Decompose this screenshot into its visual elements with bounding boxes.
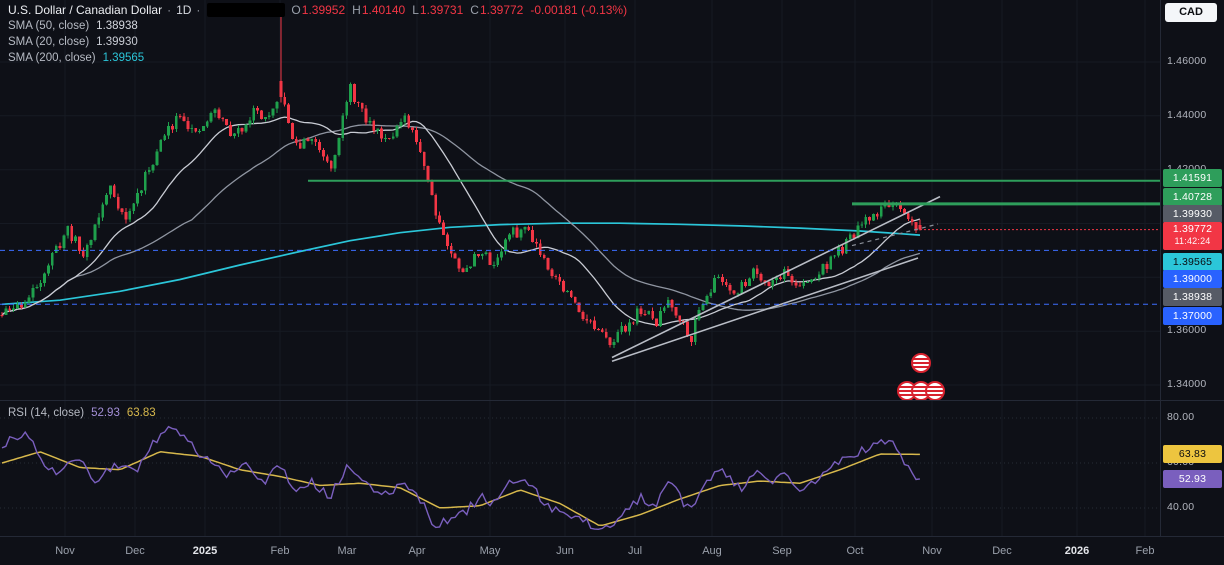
time-axis-label: Nov <box>55 545 75 557</box>
time-axis-label: Sep <box>772 545 792 557</box>
price-badge-cyan[interactable]: 1.39565 <box>1163 253 1222 271</box>
trendline <box>611 195 941 359</box>
grid-layer <box>0 0 1160 536</box>
sma200-value: 1.39565 <box>102 52 145 64</box>
sma20-value: 1.39930 <box>96 36 138 48</box>
time-axis-label: Feb <box>270 545 290 557</box>
time-axis-label: Mar <box>337 545 357 557</box>
horizontal-levels-layer[interactable] <box>0 179 1160 305</box>
open-value: 1.39952 <box>301 3 346 17</box>
rsi-indicator-row[interactable]: RSI (14, close) 52.93 63.83 <box>8 407 156 419</box>
axis-price-label: 1.46000 <box>1167 55 1207 67</box>
time-axis[interactable]: Nov Dec 2025 Feb Mar Apr May Jun Jul Aug Sep Oct Nov… <box>0 537 1224 565</box>
price-badge-gray[interactable]: 1.39930 <box>1163 205 1222 223</box>
candles-layer[interactable] <box>0 10 922 349</box>
time-axis-label: Jun <box>556 545 574 557</box>
symbol-legend: U.S. Dollar / Canadian Dollar · 1D · O1.… <box>8 2 627 66</box>
rsi-value: 52.93 <box>91 407 120 419</box>
high-readout: H1.40140 <box>352 3 406 17</box>
event-icons-layer[interactable] <box>897 353 945 401</box>
time-axis-label: Jul <box>627 545 643 557</box>
symbol-title[interactable]: U.S. Dollar / Canadian Dollar <box>8 3 163 17</box>
axis-price-label: 1.36000 <box>1167 324 1207 336</box>
axis-price-label: 1.34000 <box>1167 378 1207 390</box>
symbol-title-row: U.S. Dollar / Canadian Dollar · 1D · O1.… <box>8 2 627 18</box>
price-badge-yellow[interactable]: 63.83 <box>1163 445 1222 463</box>
redacted-source-box <box>207 3 286 17</box>
close-readout: C1.39772 <box>470 3 524 17</box>
rsi-layer[interactable] <box>1 425 921 531</box>
pane-divider[interactable] <box>0 536 1224 537</box>
trendline <box>611 257 919 363</box>
time-axis-label: 2025 <box>192 545 218 557</box>
time-axis-label: Dec <box>992 545 1012 557</box>
trendlines-layer[interactable] <box>611 195 941 363</box>
time-axis-label: May <box>479 545 501 557</box>
price-badge-green[interactable]: 1.40728 <box>1163 188 1222 206</box>
trendline <box>851 223 939 247</box>
axis-price-label: 1.44000 <box>1167 109 1207 121</box>
close-value: 1.39772 <box>479 3 524 17</box>
time-axis-label: 2026 <box>1064 545 1090 557</box>
timeframe-label[interactable]: 1D <box>176 3 192 17</box>
sma50-value: 1.38938 <box>96 20 138 32</box>
sma200-line[interactable] <box>1 222 921 306</box>
currency-toggle-button[interactable]: CAD <box>1165 3 1217 22</box>
time-axis-label: Aug <box>702 545 722 557</box>
price-badge-red[interactable]: 1.39772 11:42:24 <box>1163 222 1222 250</box>
price-badge-blue[interactable]: 1.37000 <box>1163 307 1222 325</box>
time-axis-label: Apr <box>408 545 426 557</box>
economic-event-icon[interactable] <box>911 353 931 373</box>
price-badge-blue[interactable]: 1.39000 <box>1163 270 1222 288</box>
pane-divider[interactable] <box>0 400 1224 401</box>
rsi-ma-line[interactable] <box>1 451 920 527</box>
price-axis-divider <box>1160 0 1161 537</box>
low-value: 1.39731 <box>419 3 464 17</box>
axis-price-label: 40.00 <box>1167 501 1195 513</box>
rsi-line[interactable] <box>1 425 921 531</box>
change-value: -0.00181 (-0.13%) <box>530 3 628 17</box>
separator-dot: · <box>167 3 172 17</box>
sma20-line[interactable] <box>1 116 921 326</box>
time-axis-label: Oct <box>846 545 864 557</box>
price-badge-green[interactable]: 1.41591 <box>1163 169 1222 187</box>
indicator-row-sma50[interactable]: SMA (50, close) 1.38938 <box>8 20 138 32</box>
indicator-row-sma20[interactable]: SMA (20, close) 1.39930 <box>8 36 138 48</box>
indicator-row-sma200[interactable]: SMA (200, close) 1.39565 <box>8 52 145 64</box>
open-readout: O1.39952 <box>291 3 346 17</box>
time-axis-label: Dec <box>125 545 145 557</box>
price-badge-purple[interactable]: 52.93 <box>1163 470 1222 488</box>
axis-price-label: 80.00 <box>1167 411 1195 423</box>
economic-event-icon[interactable] <box>925 381 945 401</box>
time-axis-label: Feb <box>1135 545 1155 557</box>
low-readout: L1.39731 <box>412 3 464 17</box>
rsi-ma-value: 63.83 <box>126 407 156 419</box>
price-badge-gray[interactable]: 1.38938 <box>1163 288 1222 306</box>
separator-dot: · <box>196 3 201 17</box>
high-value: 1.40140 <box>361 3 406 17</box>
time-axis-label: Nov <box>922 545 942 557</box>
